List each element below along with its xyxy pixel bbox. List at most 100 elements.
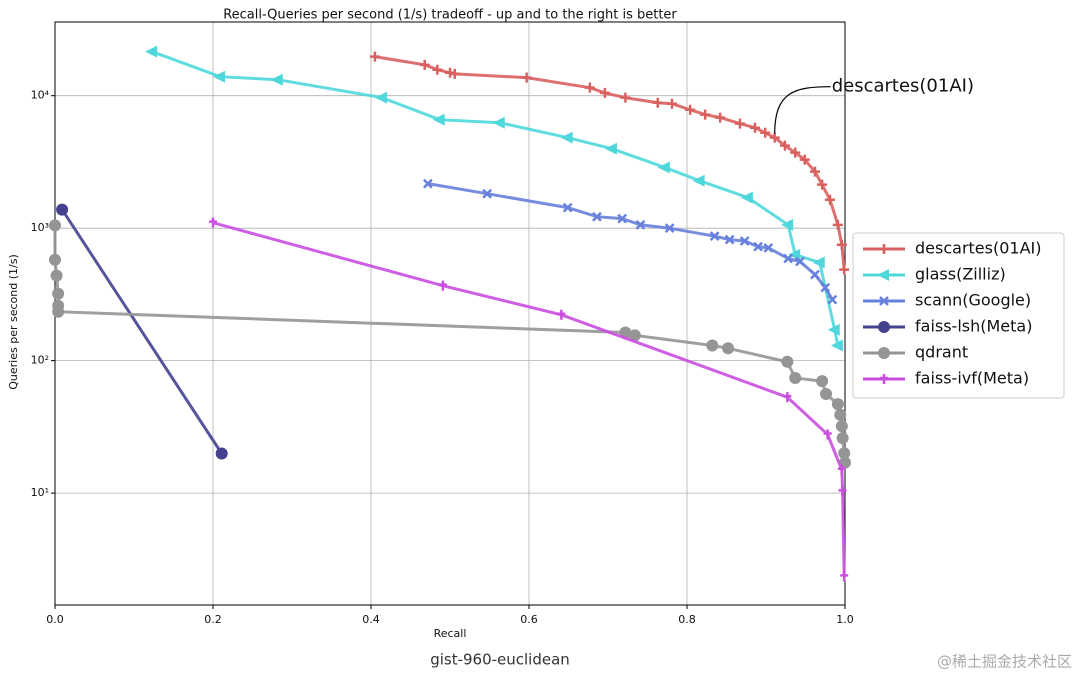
marker-shape <box>628 329 641 342</box>
marker-shape <box>562 202 573 213</box>
marker-shape <box>827 323 840 336</box>
x-tick-label: 0.0 <box>46 613 64 626</box>
point <box>809 166 820 177</box>
marker-shape <box>449 68 460 79</box>
point <box>692 174 705 187</box>
marker-shape <box>799 154 810 165</box>
watermark: @稀土掘金技术社区 <box>937 653 1072 671</box>
marker-shape <box>692 174 705 187</box>
point <box>839 264 850 275</box>
y-tick-label: 10³ <box>31 221 49 234</box>
marker-shape <box>836 239 847 250</box>
point <box>617 213 628 224</box>
marker-shape <box>781 218 794 231</box>
marker-shape <box>557 309 566 320</box>
marker-shape <box>824 194 835 205</box>
point <box>830 339 843 352</box>
point <box>817 179 828 190</box>
point <box>685 104 696 115</box>
point <box>820 282 831 293</box>
marker-shape <box>438 280 447 291</box>
point <box>769 132 780 143</box>
point <box>604 142 617 155</box>
legend-marker <box>878 321 890 333</box>
point <box>781 218 794 231</box>
point <box>49 219 61 232</box>
marker-shape <box>839 264 850 275</box>
marker-shape <box>432 113 445 126</box>
marker-shape <box>820 282 831 293</box>
point <box>724 234 735 245</box>
marker-shape <box>422 178 433 189</box>
marker-shape <box>617 213 628 224</box>
marker-shape <box>724 234 735 245</box>
point <box>375 91 388 104</box>
legend-marker <box>879 244 889 254</box>
point <box>422 178 433 189</box>
marker-shape <box>560 131 573 144</box>
point <box>840 571 849 582</box>
point <box>52 305 65 318</box>
marker-shape <box>831 398 844 411</box>
marker-shape <box>709 231 720 242</box>
marker-shape <box>657 161 670 174</box>
point <box>521 72 532 83</box>
point <box>783 392 792 403</box>
marker-shape <box>789 371 802 384</box>
point <box>836 239 847 250</box>
point <box>709 231 720 242</box>
point <box>783 253 794 264</box>
point <box>52 287 65 300</box>
point <box>779 140 790 151</box>
point <box>599 87 610 98</box>
x-tick-label: 0.6 <box>520 613 538 626</box>
legend-marker <box>880 374 888 384</box>
marker-shape <box>837 464 846 475</box>
marker-shape <box>827 294 838 305</box>
point <box>749 122 760 133</box>
marker-shape <box>369 51 380 62</box>
legend-label: scann(Google) <box>915 291 1031 310</box>
marker-shape <box>760 127 771 138</box>
plot-area: 0.0 0.2 0.4 0.6 0.8 1.0 10¹ 10² 10³ 10⁴ descartes(… <box>31 21 974 626</box>
point <box>584 82 595 93</box>
legend-label: faiss-lsh(Meta) <box>915 317 1032 336</box>
marker-shape <box>753 241 763 252</box>
marker-shape <box>832 219 843 230</box>
marker-shape <box>50 269 63 282</box>
y-axis-label: Queries per second (1/s) <box>7 254 20 390</box>
point <box>832 219 843 230</box>
marker-shape <box>635 219 646 230</box>
point <box>795 256 805 267</box>
point <box>820 387 833 400</box>
marker-shape <box>685 104 696 115</box>
point <box>831 398 844 411</box>
x-tick-label: 0.4 <box>362 613 380 626</box>
legend-marker <box>879 296 889 306</box>
chart-title: Recall-Queries per second (1/s) tradeoff… <box>223 8 677 23</box>
caption: gist-960-euclidean <box>430 651 570 669</box>
point <box>799 154 810 165</box>
marker-shape <box>879 296 889 306</box>
marker-shape <box>52 287 65 300</box>
point <box>836 432 849 445</box>
marker-shape <box>834 408 847 421</box>
point <box>492 116 505 129</box>
marker-shape <box>790 147 801 158</box>
marker-shape <box>749 122 760 133</box>
point <box>482 188 493 199</box>
marker-shape <box>52 305 65 318</box>
marker-shape <box>783 253 794 264</box>
point <box>763 242 774 253</box>
marker-shape <box>145 45 158 58</box>
marker-shape <box>722 342 735 355</box>
marker-shape <box>209 217 217 228</box>
point <box>739 236 750 246</box>
point <box>666 98 677 109</box>
marker-shape <box>664 223 675 234</box>
point <box>700 109 711 120</box>
marker-shape <box>432 64 443 75</box>
legend: descartes(01AI) glass(Zilliz) scann(Google… <box>863 239 1041 388</box>
